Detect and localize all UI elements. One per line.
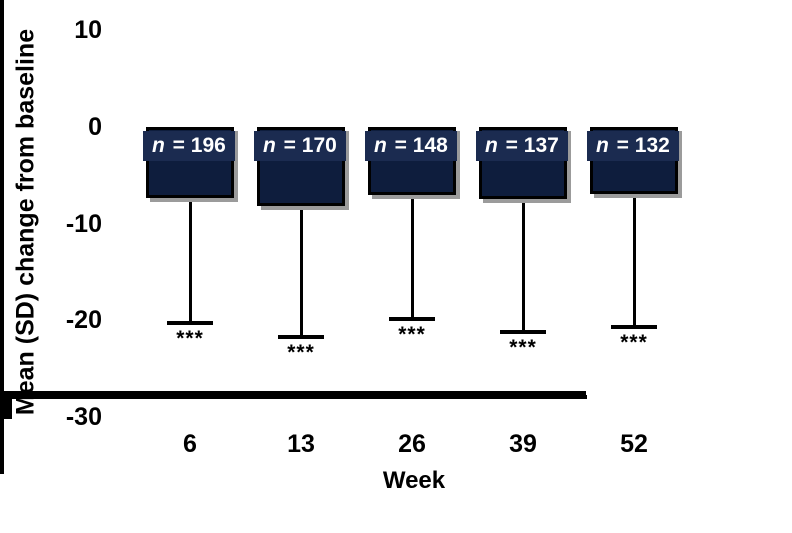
x-tick-label: 6 [183,430,197,458]
x-tick-label: 52 [620,430,648,458]
y-tick-label: 0 [88,113,102,141]
n-count-label: n = 132 [587,131,679,161]
x-tick-label: 13 [287,430,315,458]
error-bar-cap [278,334,324,339]
significance-marker: *** [509,335,537,359]
y-tick-label: -30 [65,403,102,431]
error-bar-line [521,197,525,332]
error-bar-line [299,205,303,337]
y-tick-mark [0,414,12,419]
y-tick-label: -20 [65,306,102,335]
x-tick-mark [0,451,4,463]
significance-marker: *** [398,323,426,347]
y-tick-mark [0,406,12,411]
error-bar-cap [500,329,546,334]
n-count-label: n = 137 [476,131,568,161]
y-tick-mark [0,398,12,403]
x-tick-mark [0,418,4,430]
error-bar-cap [167,321,213,326]
significance-marker: *** [287,340,315,364]
significance-marker: *** [620,331,648,355]
n-count-label: n = 170 [254,131,346,161]
x-tick-mark [0,462,4,474]
n-count-label: n = 148 [365,131,457,161]
n-count-label: n = 196 [143,131,235,161]
x-tick-label: 39 [509,430,537,458]
y-tick-mark [0,410,12,415]
error-bar-cap [611,325,657,330]
zero-baseline [0,390,586,395]
error-bar-cap [389,317,435,322]
error-bar-line [632,192,636,328]
y-tick-label: -10 [65,209,102,238]
x-axis-line [0,394,587,399]
x-axis-title: Week [382,467,446,494]
y-axis-line [0,0,4,391]
error-bar-line [188,196,192,324]
y-tick-label: 10 [74,16,102,45]
x-tick-mark [0,429,4,441]
x-tick-mark [0,440,4,452]
significance-marker: *** [176,327,204,351]
error-bar-line [410,193,414,320]
x-tick-label: 26 [398,430,426,458]
y-tick-mark [0,402,12,407]
